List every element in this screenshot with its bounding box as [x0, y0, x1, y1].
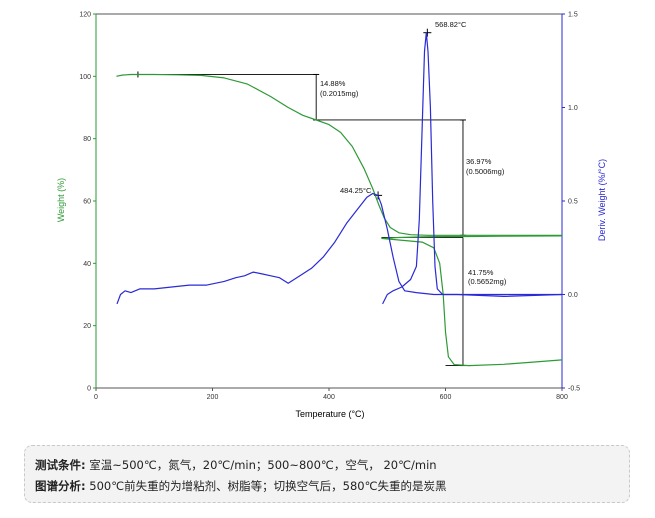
y-right-tick-label: -0.5 — [568, 386, 580, 393]
weight-series-2 — [381, 237, 563, 367]
test-conditions-line: 测试条件: 室温~500℃，氮气，20℃/min；500~800℃，空气， 20… — [35, 455, 619, 476]
y-axis-left-title: Weight (%) — [56, 178, 66, 222]
y-right-tick-label: 1.5 — [568, 12, 578, 19]
x-axis-title: Temperature (°C) — [295, 409, 364, 419]
annotation-loss-1-mass: (0.2015mg) — [320, 89, 359, 98]
analysis-label: 图谱分析: — [35, 479, 86, 493]
y-right-tick-label: 0.0 — [568, 292, 578, 299]
x-tick-label: 600 — [440, 394, 452, 401]
y-right-tick-label: 0.5 — [568, 199, 578, 206]
y-left-tick-label: 0 — [87, 386, 91, 393]
annotation-loss-1-percent: 14.88% — [320, 79, 346, 88]
annotation-guides — [137, 28, 466, 367]
deriv-weight-series-4 — [382, 32, 563, 305]
deriv-weight-series-3 — [116, 192, 562, 305]
y-axis-right-title: Deriv. Weight (%/°C) — [597, 159, 607, 241]
annotation-loss-3-percent: 41.75% — [468, 268, 494, 277]
x-tick-label: 200 — [207, 394, 219, 401]
annotation-peak-1: 484.25°C — [340, 186, 372, 195]
test-notes-box: 测试条件: 室温~500℃，氮气，20℃/min；500~800℃，空气， 20… — [24, 445, 630, 503]
y-left-tick-label: 120 — [79, 12, 91, 19]
y-left-tick-label: 20 — [83, 323, 91, 330]
test-conditions-text: 室温~500℃，氮气，20℃/min；500~800℃，空气， 20℃/min — [89, 458, 437, 472]
annotation-peak-2: 568.82°C — [435, 20, 467, 29]
analysis-line: 图谱分析: 500℃前失重的为增粘剂、树脂等；切换空气后，580℃失重的是炭黑 — [35, 476, 619, 497]
analysis-text: 500℃前失重的为增粘剂、树脂等；切换空气后，580℃失重的是炭黑 — [89, 479, 447, 493]
chart-plot — [116, 32, 563, 367]
x-tick-label: 800 — [556, 394, 568, 401]
chart-axes: 0 200 400 600 800 0 20 40 60 80 100 120 -0.5 0.0 0.5 1.… — [79, 12, 580, 402]
y-left-tick-label: 100 — [79, 74, 91, 81]
annotation-loss-2-percent: 36.97% — [466, 157, 492, 166]
y-left-tick-label: 60 — [83, 199, 91, 206]
weight-series-0 — [116, 73, 562, 236]
weight-series-1 — [381, 235, 563, 239]
annotation-loss-3-mass: (0.5652mg) — [468, 277, 507, 286]
test-conditions-label: 测试条件: — [35, 458, 86, 472]
y-left-tick-label: 40 — [83, 261, 91, 268]
y-right-tick-label: 1.0 — [568, 105, 578, 112]
annotation-loss-2-mass: (0.5006mg) — [466, 167, 505, 176]
tga-chart: 0 200 400 600 800 0 20 40 60 80 100 120 -0.5 0.0 0.5 1.… — [56, 12, 607, 420]
x-tick-label: 0 — [94, 394, 98, 401]
y-left-tick-label: 80 — [83, 136, 91, 143]
x-tick-label: 400 — [323, 394, 335, 401]
